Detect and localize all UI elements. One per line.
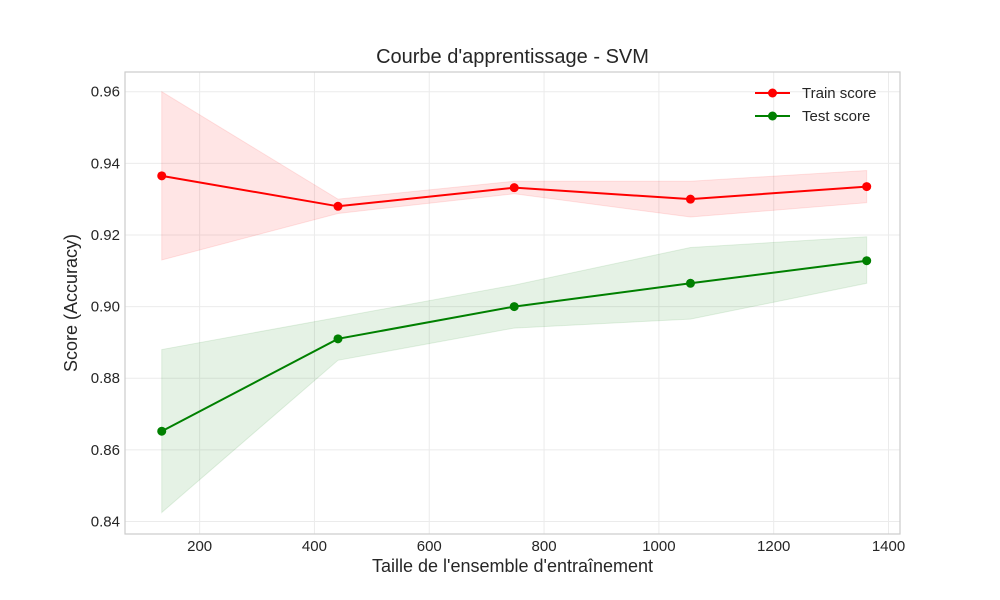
y-tick-labels: 0.84 0.86 0.88 0.90 0.92 0.94 0.96 — [91, 84, 120, 531]
y-tick-label: 0.96 — [91, 84, 120, 101]
x-axis-title: Taille de l'ensemble d'entraînement — [372, 556, 653, 576]
x-tick-label: 400 — [302, 538, 327, 555]
x-tick-label: 1000 — [642, 538, 675, 555]
y-tick-label: 0.90 — [91, 299, 120, 316]
confidence-bands — [161, 90, 868, 514]
x-tick-label: 1400 — [872, 538, 905, 555]
x-tick-label: 1200 — [757, 538, 790, 555]
x-tick-label: 800 — [532, 538, 557, 555]
point-series-1 — [862, 256, 872, 266]
x-tick-label: 600 — [417, 538, 442, 555]
y-tick-label: 0.94 — [91, 155, 120, 172]
y-axis-title: Score (Accuracy) — [61, 234, 81, 372]
y-tick-label: 0.88 — [91, 370, 120, 387]
legend: Train score Test score — [755, 85, 876, 125]
series-points — [157, 171, 872, 436]
band-series-0 — [161, 90, 868, 261]
point-series-0 — [685, 194, 695, 204]
y-tick-label: 0.84 — [91, 513, 120, 530]
plot-frame — [124, 71, 901, 535]
y-tick-label: 0.86 — [91, 442, 120, 459]
point-series-0 — [509, 183, 519, 193]
point-series-1 — [333, 334, 343, 344]
point-series-1 — [685, 278, 695, 288]
x-tick-labels: 200 400 600 800 1000 1200 1400 — [187, 538, 905, 555]
band-series-1 — [161, 236, 868, 514]
point-series-1 — [509, 302, 519, 312]
legend-marker — [768, 88, 777, 98]
chart-title: Courbe d'apprentissage - SVM — [376, 46, 649, 68]
x-tick-label: 200 — [187, 538, 212, 555]
legend-marker — [768, 111, 777, 121]
legend-label: Train score — [802, 85, 876, 102]
point-series-1 — [157, 426, 167, 436]
point-series-0 — [333, 201, 343, 211]
point-series-0 — [862, 182, 872, 192]
point-series-0 — [157, 171, 167, 181]
y-tick-label: 0.92 — [91, 227, 120, 244]
legend-label: Test score — [802, 108, 870, 125]
